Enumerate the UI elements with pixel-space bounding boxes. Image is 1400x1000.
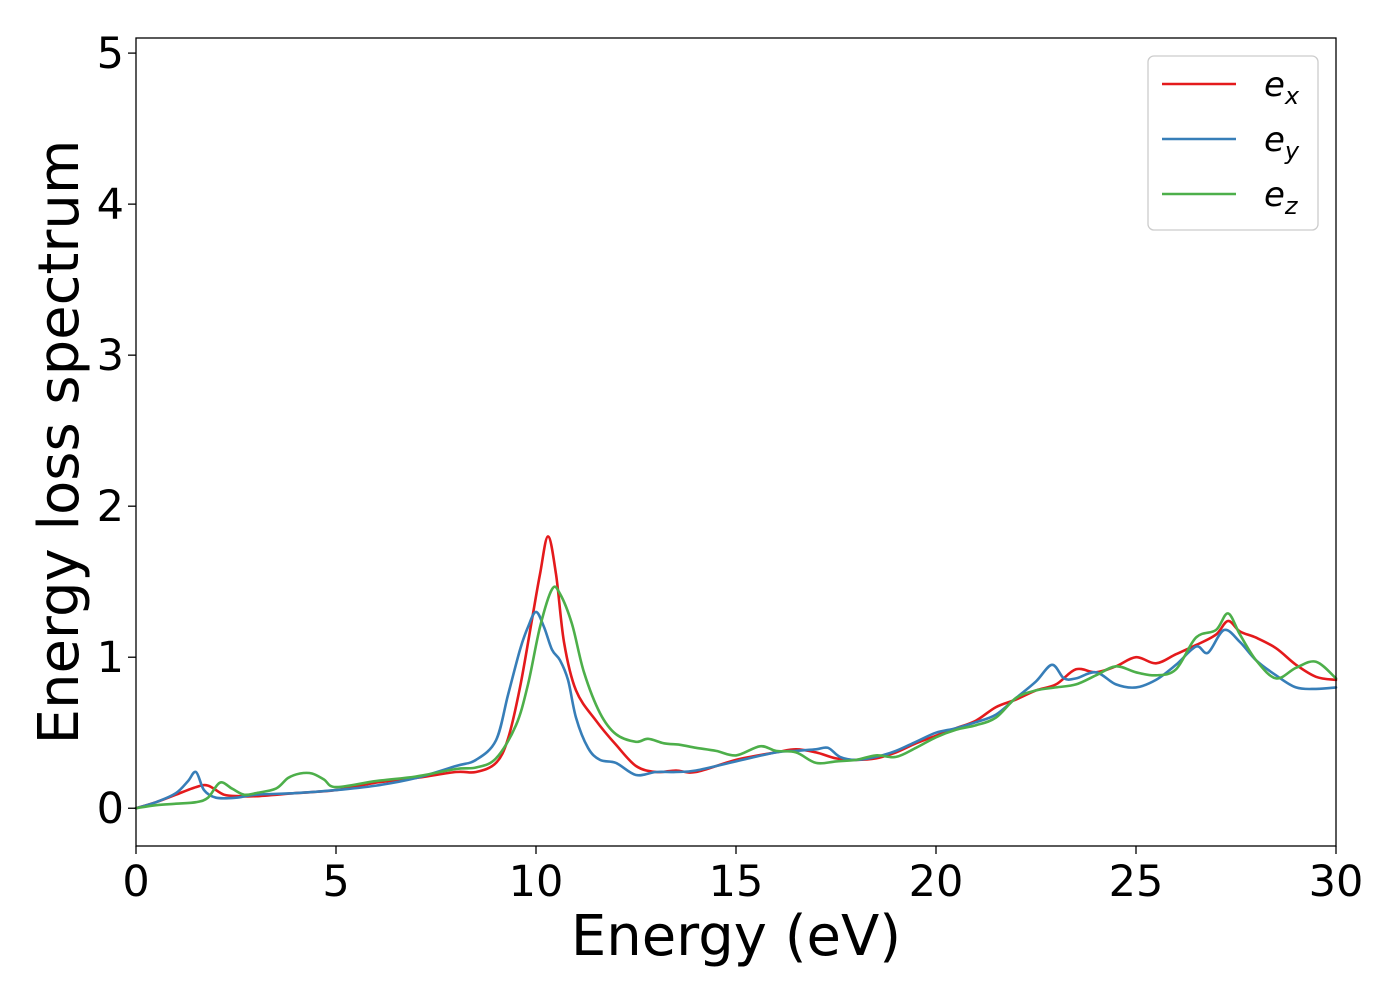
x-tick-label: 0	[122, 857, 149, 907]
y-tick-label: 2	[97, 482, 124, 532]
series-line-y	[134, 610, 1338, 810]
x-tick-label: 10	[509, 857, 564, 907]
x-tick-label: 25	[1109, 857, 1164, 907]
x-axis-label: Energy (eV)	[571, 904, 901, 969]
plot-background	[136, 38, 1336, 846]
x-tick-label: 30	[1309, 857, 1364, 907]
y-tick-label: 5	[97, 29, 124, 79]
y-tick-label: 0	[97, 784, 124, 834]
x-tick-label: 5	[322, 857, 349, 907]
legend: ex ey ez	[1147, 55, 1319, 231]
y-tick-label: 4	[97, 180, 124, 230]
series-layer	[134, 535, 1338, 810]
y-tick-label: 3	[97, 331, 124, 381]
y-axis: 0 1 2 3 4 5	[97, 29, 136, 834]
legend-label-x: ex	[1264, 65, 1300, 110]
legend-label-y: ey	[1264, 120, 1300, 165]
y-axis-label: Energy loss spectrum	[27, 140, 92, 745]
series-line-z	[134, 585, 1338, 810]
legend-box	[1147, 55, 1319, 231]
x-tick-label: 20	[909, 857, 964, 907]
legend-label-z: ez	[1264, 175, 1299, 220]
x-tick-label: 15	[709, 857, 764, 907]
y-tick-label: 1	[97, 633, 124, 683]
x-axis: 0 5 10 15 20 25 30	[122, 846, 1363, 907]
